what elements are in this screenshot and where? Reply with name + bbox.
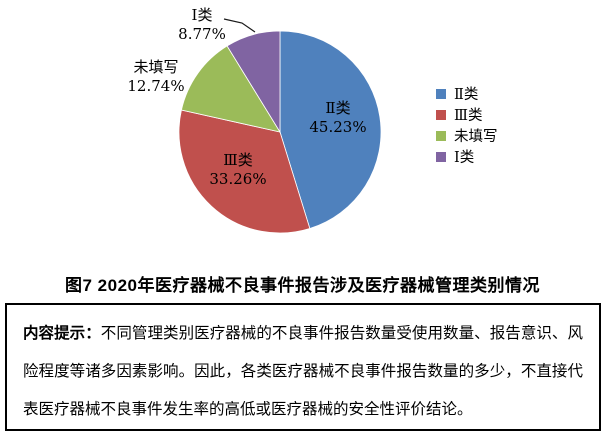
legend-item-class-ii: Ⅱ类 — [436, 83, 498, 104]
note-label: 内容提示： — [23, 323, 101, 342]
legend-swatch-icon — [436, 88, 446, 99]
pie-slice-1 — [178, 109, 311, 234]
slice-label-class-ii: Ⅱ类 45.23% — [283, 99, 393, 137]
legend-item-not-filled: 未填写 — [436, 125, 498, 146]
leader-line-class-i — [223, 18, 256, 33]
legend-item-class-i: Ⅰ类 — [436, 146, 498, 167]
legend: Ⅱ类 Ⅲ类 未填写 Ⅰ类 — [436, 83, 498, 167]
legend-label: Ⅱ类 — [454, 87, 479, 103]
pie-plot — [178, 18, 382, 234]
legend-swatch-icon — [436, 130, 446, 141]
legend-swatch-icon — [436, 151, 446, 162]
slice-label-name: Ⅲ类 — [223, 151, 253, 169]
slice-label-percent: 8.77% — [178, 25, 226, 43]
slice-label-not-filled: 未填写 12.74% — [101, 58, 211, 96]
slice-label-name: Ⅱ类 — [325, 99, 351, 117]
slice-label-name: Ⅰ类 — [191, 6, 213, 24]
legend-swatch-icon — [436, 109, 446, 120]
slice-label-percent: 45.23% — [309, 118, 367, 136]
pie-slice-2 — [180, 45, 281, 133]
legend-label: 未填写 — [454, 129, 498, 145]
pie-chart: Ⅱ类 45.23% Ⅲ类 33.26% 未填写 12.74% Ⅰ类 8.77% … — [101, 6, 498, 234]
slice-label-name: 未填写 — [133, 58, 179, 76]
slice-label-percent: 33.26% — [209, 170, 267, 188]
slice-label-percent: 12.74% — [127, 77, 185, 95]
pie-slice-3 — [226, 30, 281, 134]
note-paragraph: 内容提示：不同管理类别医疗器械的不良事件报告数量受使用数量、报告意识、风险程度等… — [7, 305, 599, 428]
note-box: 内容提示：不同管理类别医疗器械的不良事件报告数量受使用数量、报告意识、风险程度等… — [5, 303, 601, 431]
note-text: 不同管理类别医疗器械的不良事件报告数量受使用数量、报告意识、风险程度等诸多因素影… — [23, 324, 583, 418]
legend-item-class-iii: Ⅲ类 — [436, 104, 498, 125]
legend-label: Ⅰ类 — [454, 150, 475, 166]
slice-label-class-iii: Ⅲ类 33.26% — [183, 151, 293, 189]
slice-label-class-i: Ⅰ类 8.77% — [147, 6, 257, 44]
pie-slice-0 — [279, 30, 382, 230]
legend-label: Ⅲ类 — [454, 108, 483, 124]
figure-caption: 图7 2020年医疗器械不良事件报告涉及医疗器械管理类别情况 — [65, 276, 540, 295]
